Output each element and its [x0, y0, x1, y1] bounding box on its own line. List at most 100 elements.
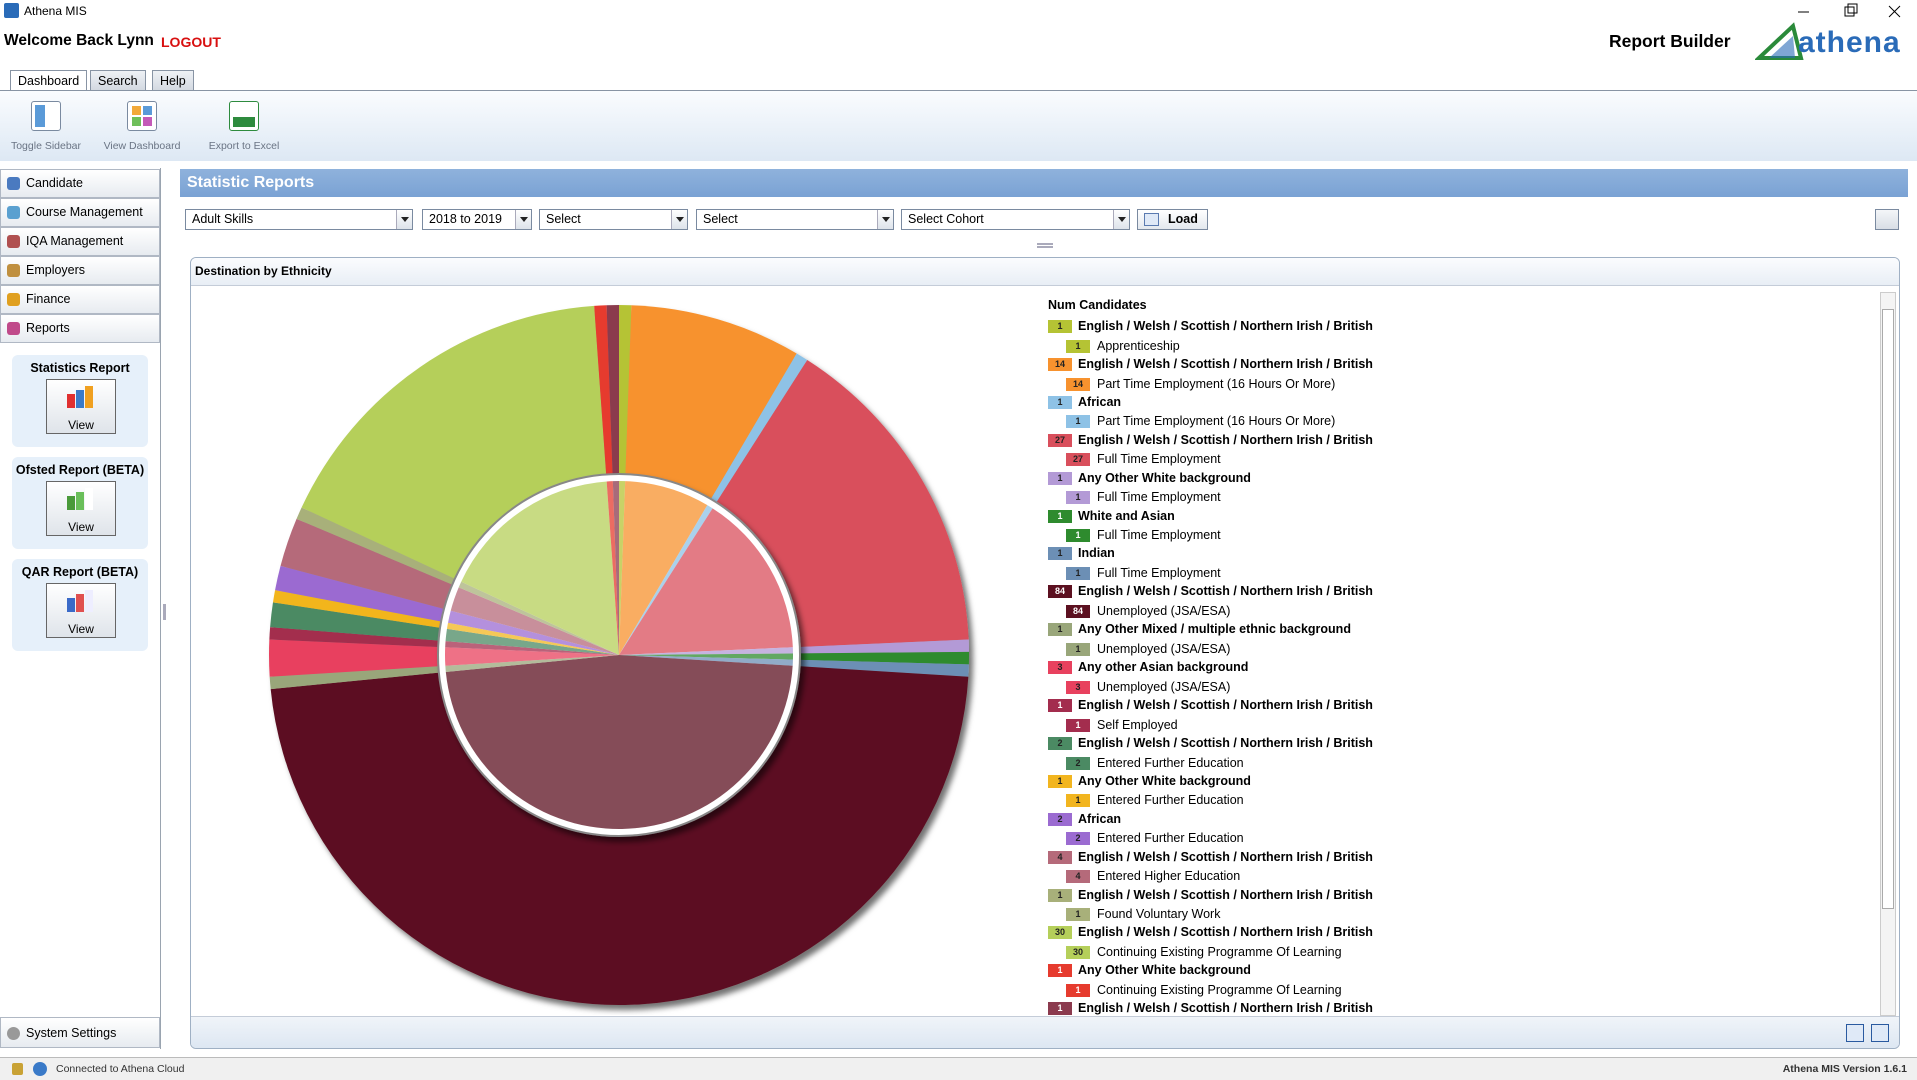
splitter[interactable]	[163, 604, 166, 620]
toggle-sidebar-icon[interactable]	[31, 101, 61, 131]
view-dashboard-icon[interactable]	[127, 101, 157, 131]
menu-item[interactable]: Course Management	[0, 198, 160, 227]
dropdown-arrow[interactable]	[671, 210, 687, 229]
scrollbar[interactable]	[1880, 292, 1896, 1016]
legend-sub-badge: 1	[1066, 794, 1090, 808]
collapse-button[interactable]	[1875, 209, 1899, 230]
legend-badge: 1	[1048, 964, 1072, 978]
view-button[interactable]: View	[46, 583, 116, 638]
filter-value: Select	[703, 212, 738, 226]
lock-icon	[12, 1063, 23, 1075]
legend-badge: 84	[1048, 585, 1072, 599]
legend-title: Num Candidates	[1048, 298, 1147, 312]
legend-sub-badge: 3	[1066, 680, 1090, 694]
legend-sub-label: Entered Further Education	[1097, 831, 1244, 846]
legend-badge: 30	[1048, 926, 1072, 940]
export-excel-icon[interactable]	[229, 101, 259, 131]
menu-icon	[7, 264, 20, 277]
restore-button[interactable]	[1846, 1024, 1864, 1042]
legend-label: English / Welsh / Scottish / Northern Ir…	[1078, 584, 1373, 599]
filter-value: Select	[546, 212, 581, 226]
button-icon	[85, 386, 93, 408]
filter-dropdown[interactable]: Adult Skills	[185, 209, 413, 230]
filter-value: Adult Skills	[192, 212, 254, 226]
logout-link[interactable]: LOGOUT	[161, 34, 221, 50]
legend-sub-badge: 4	[1066, 870, 1090, 884]
pie-chart	[269, 305, 969, 1006]
menu-label: IQA Management	[26, 234, 124, 248]
menu-icon	[7, 293, 20, 306]
button-icon	[67, 598, 75, 612]
legend-sub-label: Unemployed (JSA/ESA)	[1097, 641, 1231, 656]
legend-sub-label: Unemployed (JSA/ESA)	[1097, 679, 1231, 694]
inner-slice	[619, 505, 713, 655]
toolbar-label[interactable]: View Dashboard	[103, 140, 181, 152]
legend-sub-label: Part Time Employment (16 Hours Or More)	[1097, 376, 1336, 391]
inner-slice	[619, 647, 793, 655]
filter-dropdown[interactable]: Select	[696, 209, 894, 230]
legend-sub-badge: 1	[1066, 567, 1090, 580]
tab[interactable]: Help	[152, 70, 194, 91]
legend-badge: 1	[1048, 1002, 1072, 1015]
report-card: Statistics Report View	[12, 355, 148, 447]
legend-label: African	[1078, 394, 1122, 409]
filter-dropdown[interactable]: 2018 to 2019	[422, 209, 532, 230]
legend-sub-label: Apprenticeship	[1097, 338, 1180, 353]
menu-item[interactable]: IQA Management	[0, 227, 160, 256]
system-settings[interactable]: System Settings	[0, 1017, 160, 1048]
panel-grip[interactable]	[1037, 243, 1053, 248]
dropdown-arrow[interactable]	[396, 210, 412, 229]
view-button[interactable]: View	[46, 379, 116, 434]
legend-sub-label: Unemployed (JSA/ESA)	[1097, 603, 1231, 618]
window-controls[interactable]	[1790, 2, 1910, 20]
filter-dropdown[interactable]: Select Cohort	[901, 209, 1130, 230]
menu-label: Course Management	[26, 205, 143, 219]
legend-sub-badge: 1	[1066, 339, 1090, 353]
filter-dropdown[interactable]: Select	[539, 209, 688, 230]
dropdown-arrow[interactable]	[515, 210, 531, 229]
legend-badge: 2	[1048, 736, 1072, 750]
inner-slice	[606, 481, 619, 655]
dropdown-arrow[interactable]	[1113, 210, 1129, 229]
legend-sub-badge: 1	[1066, 529, 1090, 543]
scroll-thumb[interactable]	[1882, 309, 1894, 909]
inner-slice	[450, 587, 619, 655]
inner-slice	[619, 508, 793, 655]
legend-badge: 4	[1048, 850, 1072, 864]
app-icon	[4, 3, 19, 18]
tab[interactable]: Search	[90, 70, 146, 91]
welcome-text: Welcome Back Lynn	[4, 32, 154, 49]
legend-sub-badge: 2	[1066, 832, 1090, 846]
tab[interactable]: Dashboard	[10, 70, 88, 92]
legend-label: African	[1078, 811, 1122, 826]
legend-label: English / Welsh / Scottish / Northern Ir…	[1078, 735, 1373, 750]
legend-sub-badge: 1	[1066, 983, 1090, 997]
legend-label: Indian	[1078, 546, 1115, 561]
inner-slice	[445, 628, 619, 655]
inner-slice	[619, 655, 793, 666]
legend-badge: 3	[1048, 661, 1072, 675]
legend-sub-badge: 1	[1066, 491, 1090, 505]
panel-footer	[191, 1016, 1899, 1048]
legend-sub-label: Entered Higher Education	[1097, 869, 1241, 884]
toolbar-label[interactable]: Toggle Sidebar	[10, 140, 82, 152]
menu-item[interactable]: Candidate	[0, 169, 160, 198]
legend-label: English / Welsh / Scottish / Northern Ir…	[1078, 925, 1373, 940]
panel-header: Destination by Ethnicity	[191, 258, 1899, 286]
inner-slice	[445, 641, 619, 655]
legend-sub-label: Continuing Existing Programme Of Learnin…	[1097, 945, 1342, 959]
minimize-button[interactable]	[1871, 1024, 1889, 1042]
view-button[interactable]: View	[46, 481, 116, 536]
report-title: Ofsted Report (BETA)	[15, 463, 145, 477]
legend-badge: 1	[1048, 509, 1072, 523]
dropdown-arrow[interactable]	[877, 210, 893, 229]
load-button[interactable]: Load	[1137, 209, 1208, 230]
report-card: QAR Report (BETA) View	[12, 559, 148, 651]
menu-item[interactable]: Reports	[0, 314, 160, 343]
filter-value: Select Cohort	[908, 212, 984, 226]
menu-item[interactable]: Employers	[0, 256, 160, 285]
toolbar-label[interactable]: Export to Excel	[208, 140, 280, 152]
menu-item[interactable]: Finance	[0, 285, 160, 314]
legend-sub-badge: 1	[1066, 718, 1090, 732]
